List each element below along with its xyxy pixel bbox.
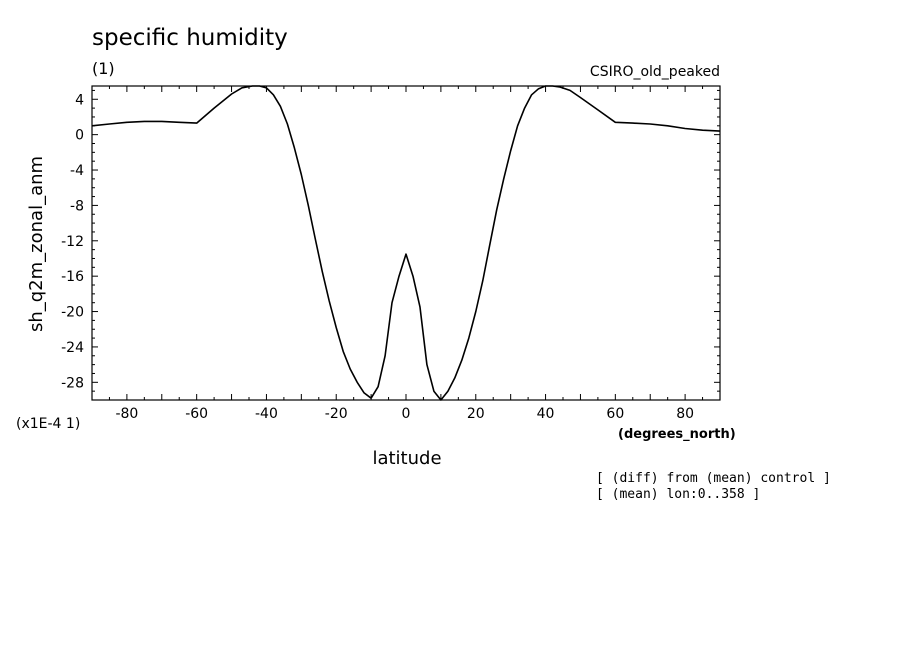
y-tick-label: 4 (75, 92, 84, 108)
x-axis-title: latitude (372, 448, 441, 469)
x-tick-label: -60 (185, 406, 208, 422)
y-tick-label: 0 (75, 128, 84, 144)
x-tick-label: 0 (402, 406, 411, 422)
y-tick-label: -24 (61, 340, 84, 356)
y-tick-label: -20 (61, 305, 84, 321)
x-tick-label: -80 (115, 406, 138, 422)
y-tick-labels: 4 0 -4 -8 -12 -16 -20 -24 -28 (61, 92, 84, 391)
y-scale-label: (x1E-4 1) (16, 416, 80, 432)
note-line-1: [ (diff) from (mean) control ] (596, 471, 831, 486)
axis-ticks (91, 86, 721, 401)
x-tick-labels: -80 -60 -40 -20 0 20 40 60 80 (115, 406, 694, 422)
y-tick-label: -4 (70, 163, 84, 179)
x-tick-label: -20 (325, 406, 348, 422)
chart-subtitle: (1) (92, 59, 115, 78)
note-line-2: [ (mean) lon:0..358 ] (596, 487, 760, 502)
x-tick-label: -40 (255, 406, 278, 422)
x-units-label: (degrees_north) (618, 427, 736, 442)
x-tick-label: 40 (537, 406, 555, 422)
source-label: CSIRO_old_peaked (590, 64, 720, 80)
x-tick-label: 20 (467, 406, 485, 422)
x-tick-label: 80 (676, 406, 694, 422)
plot-frame (91, 85, 721, 401)
chart-title: specific humidity (92, 25, 288, 51)
y-tick-label: -28 (61, 375, 84, 391)
x-tick-label: 60 (606, 406, 624, 422)
y-tick-label: -16 (61, 269, 84, 285)
y-tick-label: -12 (61, 234, 84, 250)
y-axis-title: sh_q2m_zonal_anm (26, 156, 47, 332)
y-tick-label: -8 (70, 198, 84, 214)
data-series-line (91, 85, 721, 401)
